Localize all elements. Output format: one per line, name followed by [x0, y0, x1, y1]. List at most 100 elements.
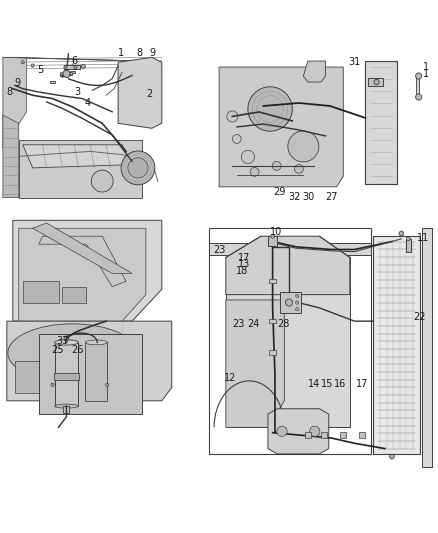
Text: 11: 11 — [417, 233, 429, 243]
Text: 8: 8 — [137, 49, 143, 59]
Text: 23: 23 — [232, 319, 244, 329]
Bar — [269, 279, 276, 284]
Circle shape — [106, 383, 109, 386]
Text: 18: 18 — [237, 266, 249, 276]
Ellipse shape — [8, 324, 137, 382]
Circle shape — [51, 383, 54, 386]
Circle shape — [60, 72, 63, 75]
Bar — [15, 361, 54, 393]
Text: 17: 17 — [356, 379, 368, 390]
Circle shape — [241, 150, 254, 164]
Bar — [39, 334, 142, 414]
Text: 1: 1 — [424, 61, 429, 71]
Text: 25: 25 — [51, 345, 64, 356]
Circle shape — [399, 231, 404, 236]
Polygon shape — [33, 223, 132, 273]
Polygon shape — [226, 257, 350, 427]
Ellipse shape — [54, 340, 78, 345]
Text: 1: 1 — [118, 49, 124, 59]
Circle shape — [128, 158, 148, 178]
Circle shape — [296, 294, 299, 297]
Bar — [416, 76, 419, 99]
Circle shape — [374, 79, 379, 85]
Polygon shape — [226, 300, 284, 427]
Circle shape — [271, 235, 275, 238]
Circle shape — [288, 131, 319, 162]
Text: 9: 9 — [149, 49, 155, 59]
Text: 4: 4 — [85, 98, 91, 108]
Circle shape — [310, 426, 320, 437]
Text: 26: 26 — [71, 345, 83, 356]
Bar — [305, 432, 311, 439]
Polygon shape — [19, 140, 142, 198]
Polygon shape — [226, 236, 350, 295]
Text: 9: 9 — [14, 78, 20, 88]
Text: 22: 22 — [413, 312, 426, 322]
Polygon shape — [19, 228, 146, 321]
Bar — [64, 65, 80, 69]
Text: 32: 32 — [288, 192, 300, 202]
Bar — [63, 287, 86, 303]
Bar — [215, 49, 436, 199]
Circle shape — [233, 134, 241, 143]
Circle shape — [31, 64, 34, 67]
Text: 8: 8 — [7, 87, 13, 97]
Text: 12: 12 — [224, 373, 236, 383]
Polygon shape — [3, 115, 19, 198]
Bar — [3, 49, 201, 214]
Text: 15: 15 — [321, 379, 333, 390]
Text: 5: 5 — [37, 65, 43, 75]
Polygon shape — [39, 236, 126, 287]
Circle shape — [390, 454, 394, 459]
Circle shape — [416, 94, 422, 100]
Bar — [50, 81, 55, 83]
Text: 30: 30 — [302, 192, 314, 202]
Bar — [269, 319, 276, 324]
Bar — [60, 72, 72, 75]
Text: 2: 2 — [146, 89, 152, 99]
Polygon shape — [3, 58, 27, 148]
Bar — [269, 350, 276, 355]
Circle shape — [63, 70, 70, 77]
Circle shape — [70, 72, 73, 75]
Bar — [209, 243, 371, 255]
Text: 29: 29 — [273, 187, 286, 197]
Text: 10: 10 — [270, 227, 282, 237]
Bar — [64, 406, 70, 413]
Text: 13: 13 — [238, 260, 251, 269]
Text: 31: 31 — [348, 57, 360, 67]
Text: 33: 33 — [57, 336, 69, 346]
Polygon shape — [7, 321, 172, 401]
Circle shape — [250, 167, 259, 176]
Bar — [367, 78, 383, 86]
Ellipse shape — [54, 404, 78, 408]
Circle shape — [121, 151, 155, 185]
Circle shape — [296, 301, 299, 304]
Text: 23: 23 — [213, 245, 225, 255]
Text: 3: 3 — [74, 87, 80, 97]
Text: 6: 6 — [71, 56, 77, 66]
Bar — [3, 215, 201, 480]
Polygon shape — [304, 61, 325, 82]
Text: 24: 24 — [248, 319, 260, 329]
Bar — [60, 74, 65, 76]
Text: 16: 16 — [334, 379, 346, 390]
Bar — [85, 342, 107, 401]
Text: 28: 28 — [277, 319, 290, 329]
Polygon shape — [23, 145, 132, 168]
Circle shape — [64, 66, 67, 69]
Text: 14: 14 — [308, 379, 320, 390]
Bar — [359, 432, 364, 439]
Circle shape — [272, 161, 281, 171]
Bar — [340, 432, 346, 439]
Bar — [54, 342, 78, 406]
Polygon shape — [365, 61, 396, 184]
Circle shape — [286, 299, 293, 306]
Circle shape — [64, 336, 69, 341]
Polygon shape — [13, 220, 162, 321]
Bar — [373, 236, 420, 454]
Circle shape — [91, 170, 113, 192]
Circle shape — [294, 165, 304, 173]
Text: 17: 17 — [238, 253, 251, 263]
Bar — [54, 373, 79, 379]
